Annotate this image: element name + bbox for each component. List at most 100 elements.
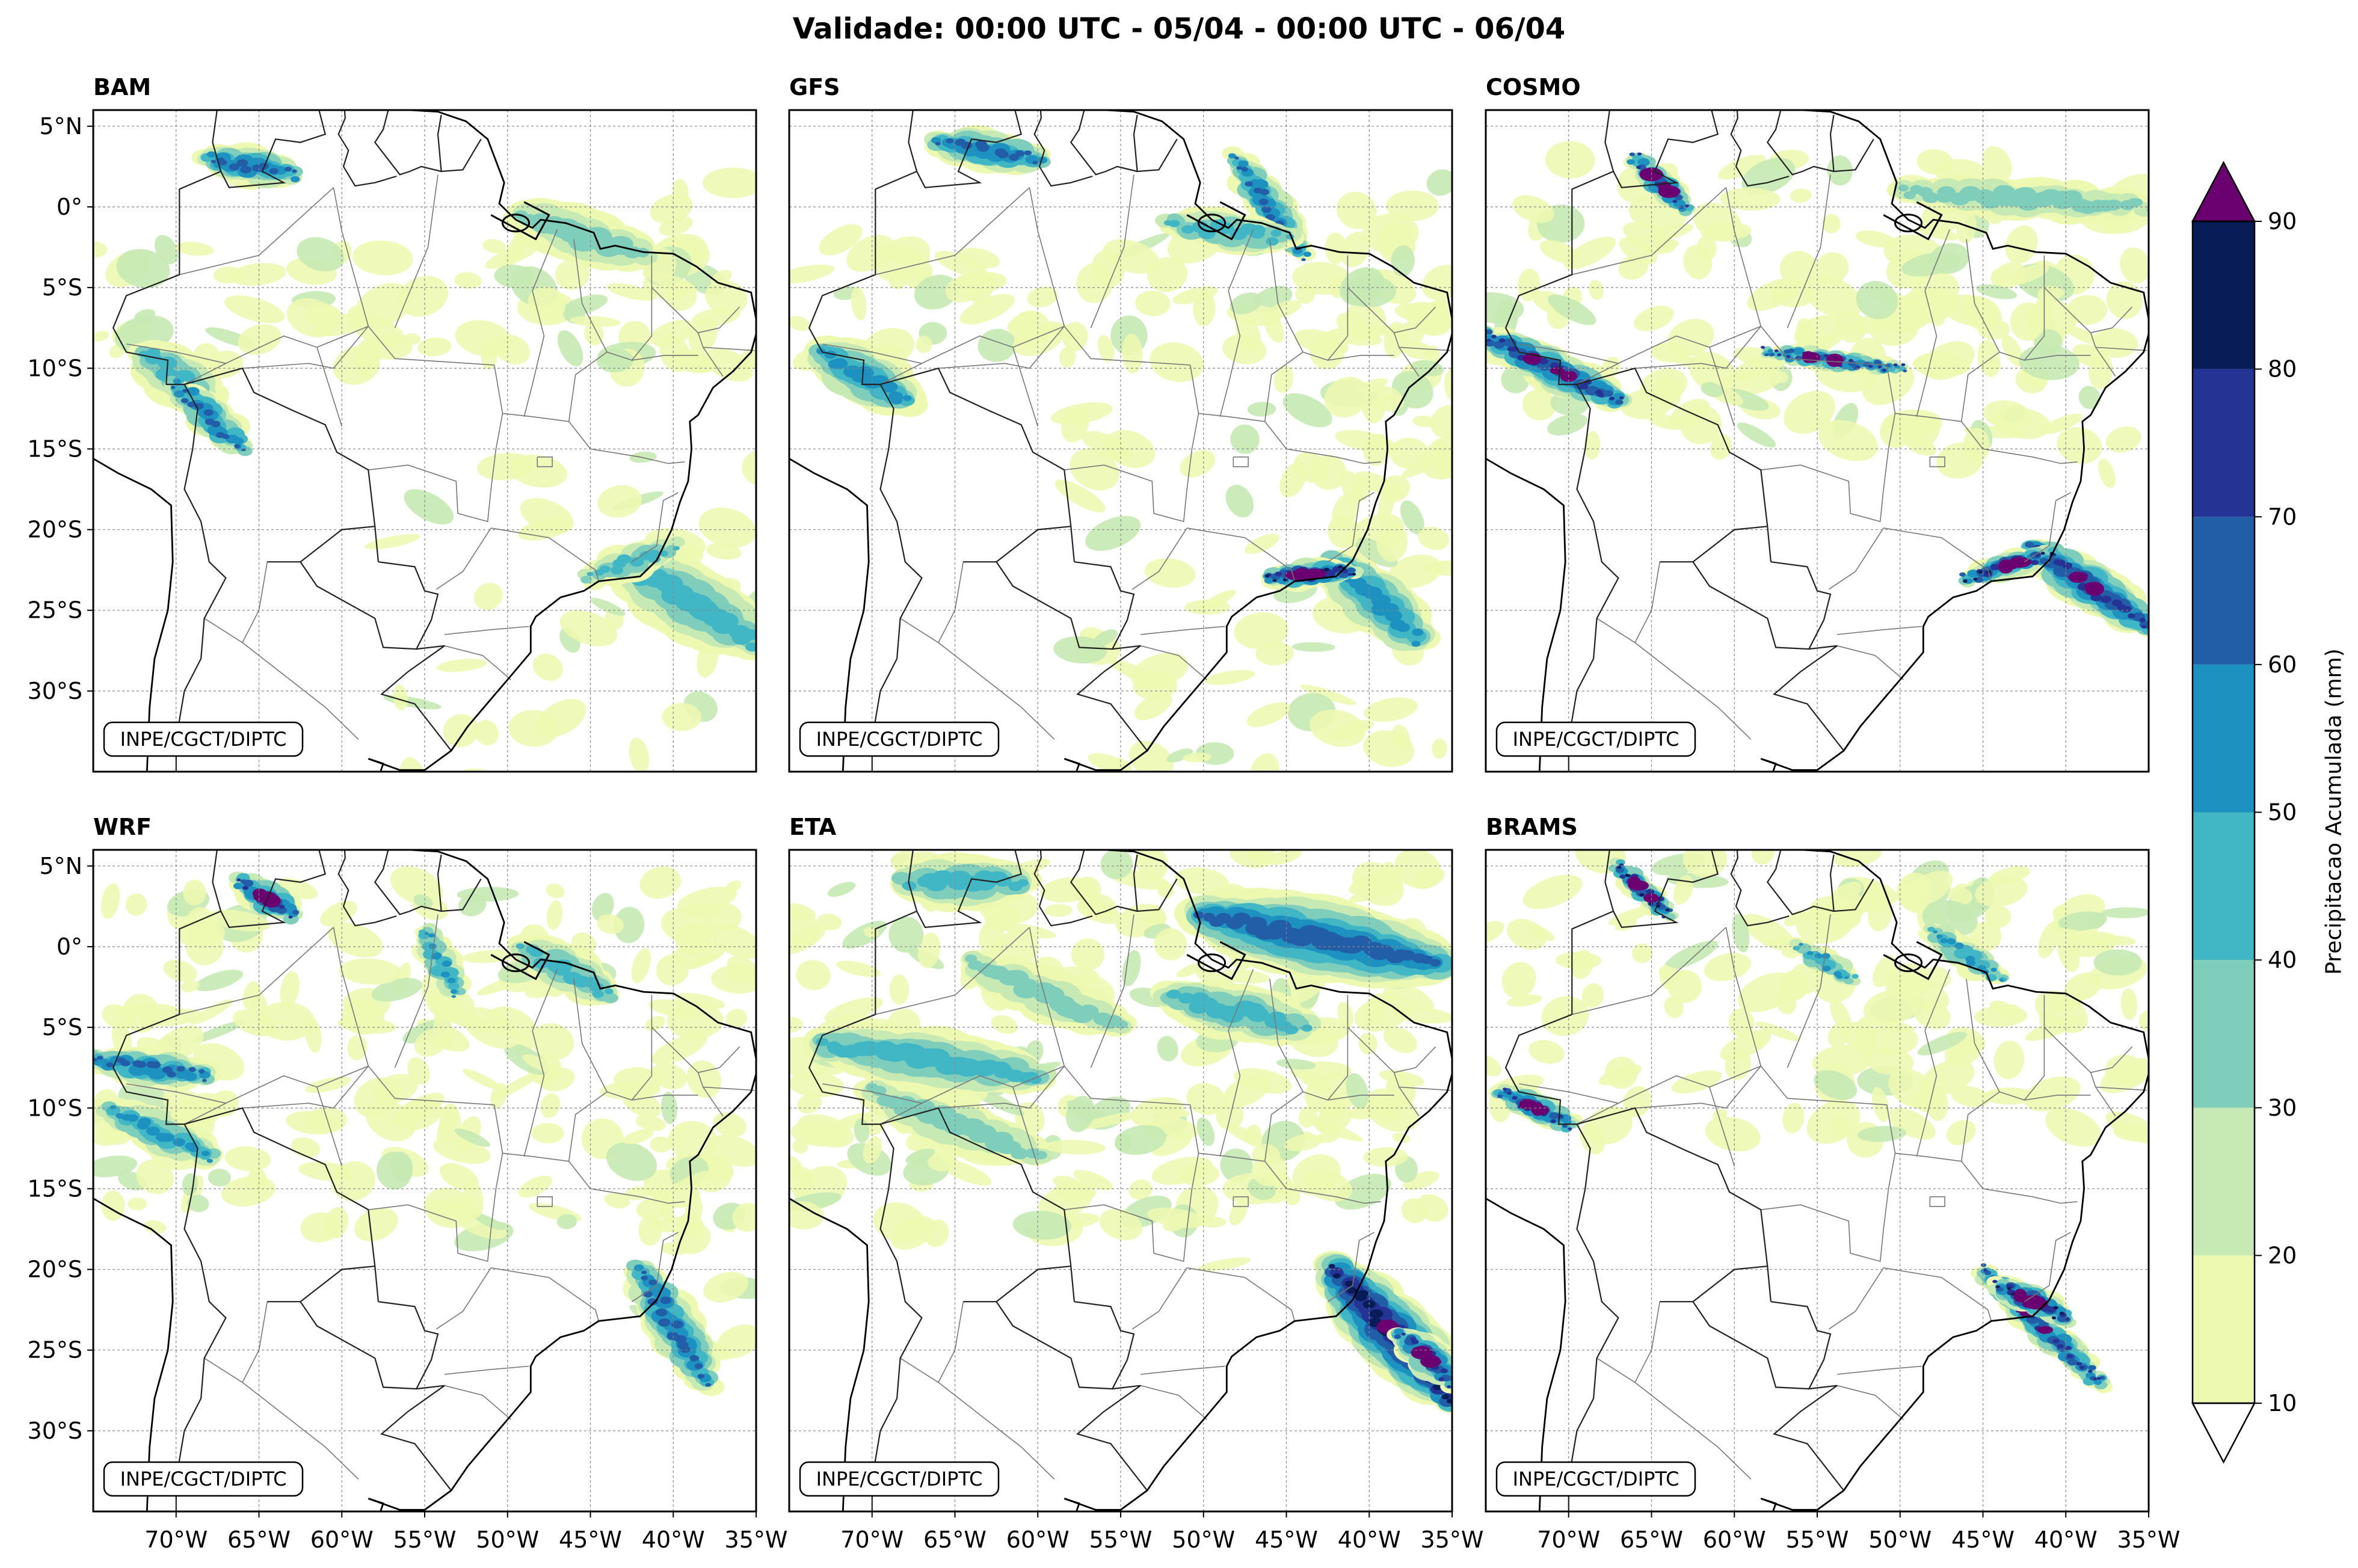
colorbar-segment <box>2193 1255 2255 1403</box>
map-panel-brams: INPE/CGCT/DIPTC 70°W 65°W 60°W 55°W 50°W 45°W 4… <box>1485 849 2180 1553</box>
credit-text: INPE/CGCT/DIPTC <box>120 1468 287 1490</box>
coastline <box>93 110 756 772</box>
colorbar-segment <box>2193 812 2255 961</box>
credit-box: INPE/CGCT/DIPTC <box>1495 1461 1696 1497</box>
lon-tick-label: 60°W <box>1703 1526 1766 1553</box>
state-borders <box>126 914 755 1480</box>
colorbar-tick-label: 20 <box>2268 1242 2297 1268</box>
lat-tick-label: 20°S <box>28 517 82 543</box>
panel-title-eta: ETA <box>789 814 837 840</box>
lat-tick-label: 20°S <box>28 1256 82 1283</box>
lat-tick-label: 0° <box>57 933 82 960</box>
lon-tick-label: 70°W <box>840 1526 903 1553</box>
state-borders <box>822 914 1451 1480</box>
lon-tick-label: 70°W <box>1537 1526 1600 1553</box>
lat-tick-label: 15°S <box>28 435 82 462</box>
lat-tick-label: 0° <box>57 194 82 220</box>
credit-text: INPE/CGCT/DIPTC <box>816 1468 983 1490</box>
colorbar-tick-label: 30 <box>2268 1095 2297 1121</box>
colorbar-segment <box>2193 369 2255 517</box>
precipitation-field <box>93 142 756 772</box>
coastline <box>1486 850 2149 1511</box>
colorbar-label: Precipitacao Acumulada (mm) <box>2321 648 2347 975</box>
lon-tick-label: 40°W <box>642 1526 705 1553</box>
country-borders <box>808 850 1178 1511</box>
colorbar-extend-max <box>2191 161 2256 223</box>
colorbar-segment <box>2193 1107 2255 1256</box>
lat-tick-label: 5°N <box>39 113 82 140</box>
lon-tick-label: 45°W <box>559 1526 622 1553</box>
lon-tick-label: 55°W <box>1089 1526 1153 1553</box>
lon-tick-label: 55°W <box>1786 1526 1849 1553</box>
lon-tick-label: 70°W <box>144 1526 208 1553</box>
colorbar-segment <box>2193 517 2255 665</box>
credit-text: INPE/CGCT/DIPTC <box>816 728 983 751</box>
country-borders <box>112 850 482 1511</box>
panel-title-bam: BAM <box>93 74 152 100</box>
country-borders <box>1504 850 1874 1511</box>
lat-tick-label: 5°N <box>39 853 82 879</box>
colorbar-tick-label: 70 <box>2268 503 2297 530</box>
map-panel-eta: INPE/CGCT/DIPTC 70°W 65°W 60°W 55°W 50°W 45°W 4… <box>788 849 1484 1553</box>
lat-tick-label: 5°S <box>42 274 82 301</box>
lat-tick-label: 25°S <box>28 1337 82 1364</box>
lon-tick-label: 45°W <box>1255 1526 1318 1553</box>
colorbar-tick-label: 50 <box>2268 799 2297 826</box>
coastline <box>789 850 1452 1511</box>
panel-title-brams: BRAMS <box>1486 814 1578 840</box>
country-borders <box>112 110 482 772</box>
credit-box: INPE/CGCT/DIPTC <box>1495 721 1696 757</box>
map-frame <box>788 109 1453 773</box>
precipitation-field <box>789 850 1452 1413</box>
lon-tick-label: 45°W <box>1951 1526 2015 1553</box>
credit-text: INPE/CGCT/DIPTC <box>120 728 287 751</box>
panel-title-gfs: GFS <box>789 74 840 100</box>
coastline <box>1486 110 2149 772</box>
map-frame <box>92 109 757 773</box>
map-panel-gfs: INPE/CGCT/DIPTC <box>788 109 1453 773</box>
lat-tick-label: 10°S <box>28 1095 82 1121</box>
map-panel-wrf: INPE/CGCT/DIPTC 5°N 0° 5°S 10°S 15°S 20°S 25°S 3… <box>28 849 788 1553</box>
colorbar-segment <box>2193 221 2255 369</box>
map-panel-bam: INPE/CGCT/DIPTC 5°N 0° 5°S 10°S 15°S 20°S 25°S 3… <box>28 109 757 773</box>
lon-tick-label: 55°W <box>393 1526 457 1553</box>
colorbar-tick-label: 10 <box>2268 1390 2297 1416</box>
lon-tick-label: 50°W <box>476 1526 539 1553</box>
panel-title-cosmo: COSMO <box>1486 74 1581 100</box>
lon-tick-label: 60°W <box>310 1526 374 1553</box>
lat-tick-label: 30°S <box>28 1418 82 1444</box>
figure-title: Validade: 00:00 UTC - 05/04 - 00:00 UTC … <box>792 12 1566 46</box>
colorbar-tick-label: 80 <box>2268 356 2297 383</box>
lat-tick-label: 10°S <box>28 355 82 381</box>
colorbar-tick-label: 60 <box>2268 651 2297 678</box>
colorbar: 10 20 30 40 50 60 70 80 90 <box>2191 161 2297 1464</box>
colorbar-extend-min <box>2191 1402 2256 1464</box>
colorbar-segment <box>2193 664 2255 813</box>
lon-tick-label: 35°W <box>1421 1526 1484 1553</box>
precipitation-field <box>1486 850 2149 1394</box>
state-borders <box>1518 914 2147 1480</box>
country-borders <box>1504 110 1874 772</box>
precipitation-field <box>93 866 756 1396</box>
country-borders <box>808 110 1178 772</box>
coastline <box>93 850 756 1511</box>
lat-tick-label: 25°S <box>28 597 82 624</box>
lon-tick-label: 35°W <box>725 1526 788 1553</box>
map-panel-cosmo: INPE/CGCT/DIPTC <box>1485 109 2150 773</box>
map-frame <box>1485 109 2150 773</box>
credit-box: INPE/CGCT/DIPTC <box>103 1461 304 1497</box>
credit-box: INPE/CGCT/DIPTC <box>799 1461 1000 1497</box>
colorbar-tick-label: 40 <box>2268 947 2297 973</box>
lon-tick-label: 60°W <box>1006 1526 1070 1553</box>
lon-tick-label: 50°W <box>1172 1526 1235 1553</box>
colorbar-segment <box>2193 960 2255 1108</box>
coastline <box>789 110 1452 772</box>
lon-tick-label: 65°W <box>227 1526 291 1553</box>
lon-tick-label: 65°W <box>923 1526 987 1553</box>
credit-text: INPE/CGCT/DIPTC <box>1513 728 1679 751</box>
lat-tick-label: 30°S <box>28 678 82 704</box>
state-borders <box>822 174 1451 740</box>
lon-tick-label: 50°W <box>1868 1526 1932 1553</box>
